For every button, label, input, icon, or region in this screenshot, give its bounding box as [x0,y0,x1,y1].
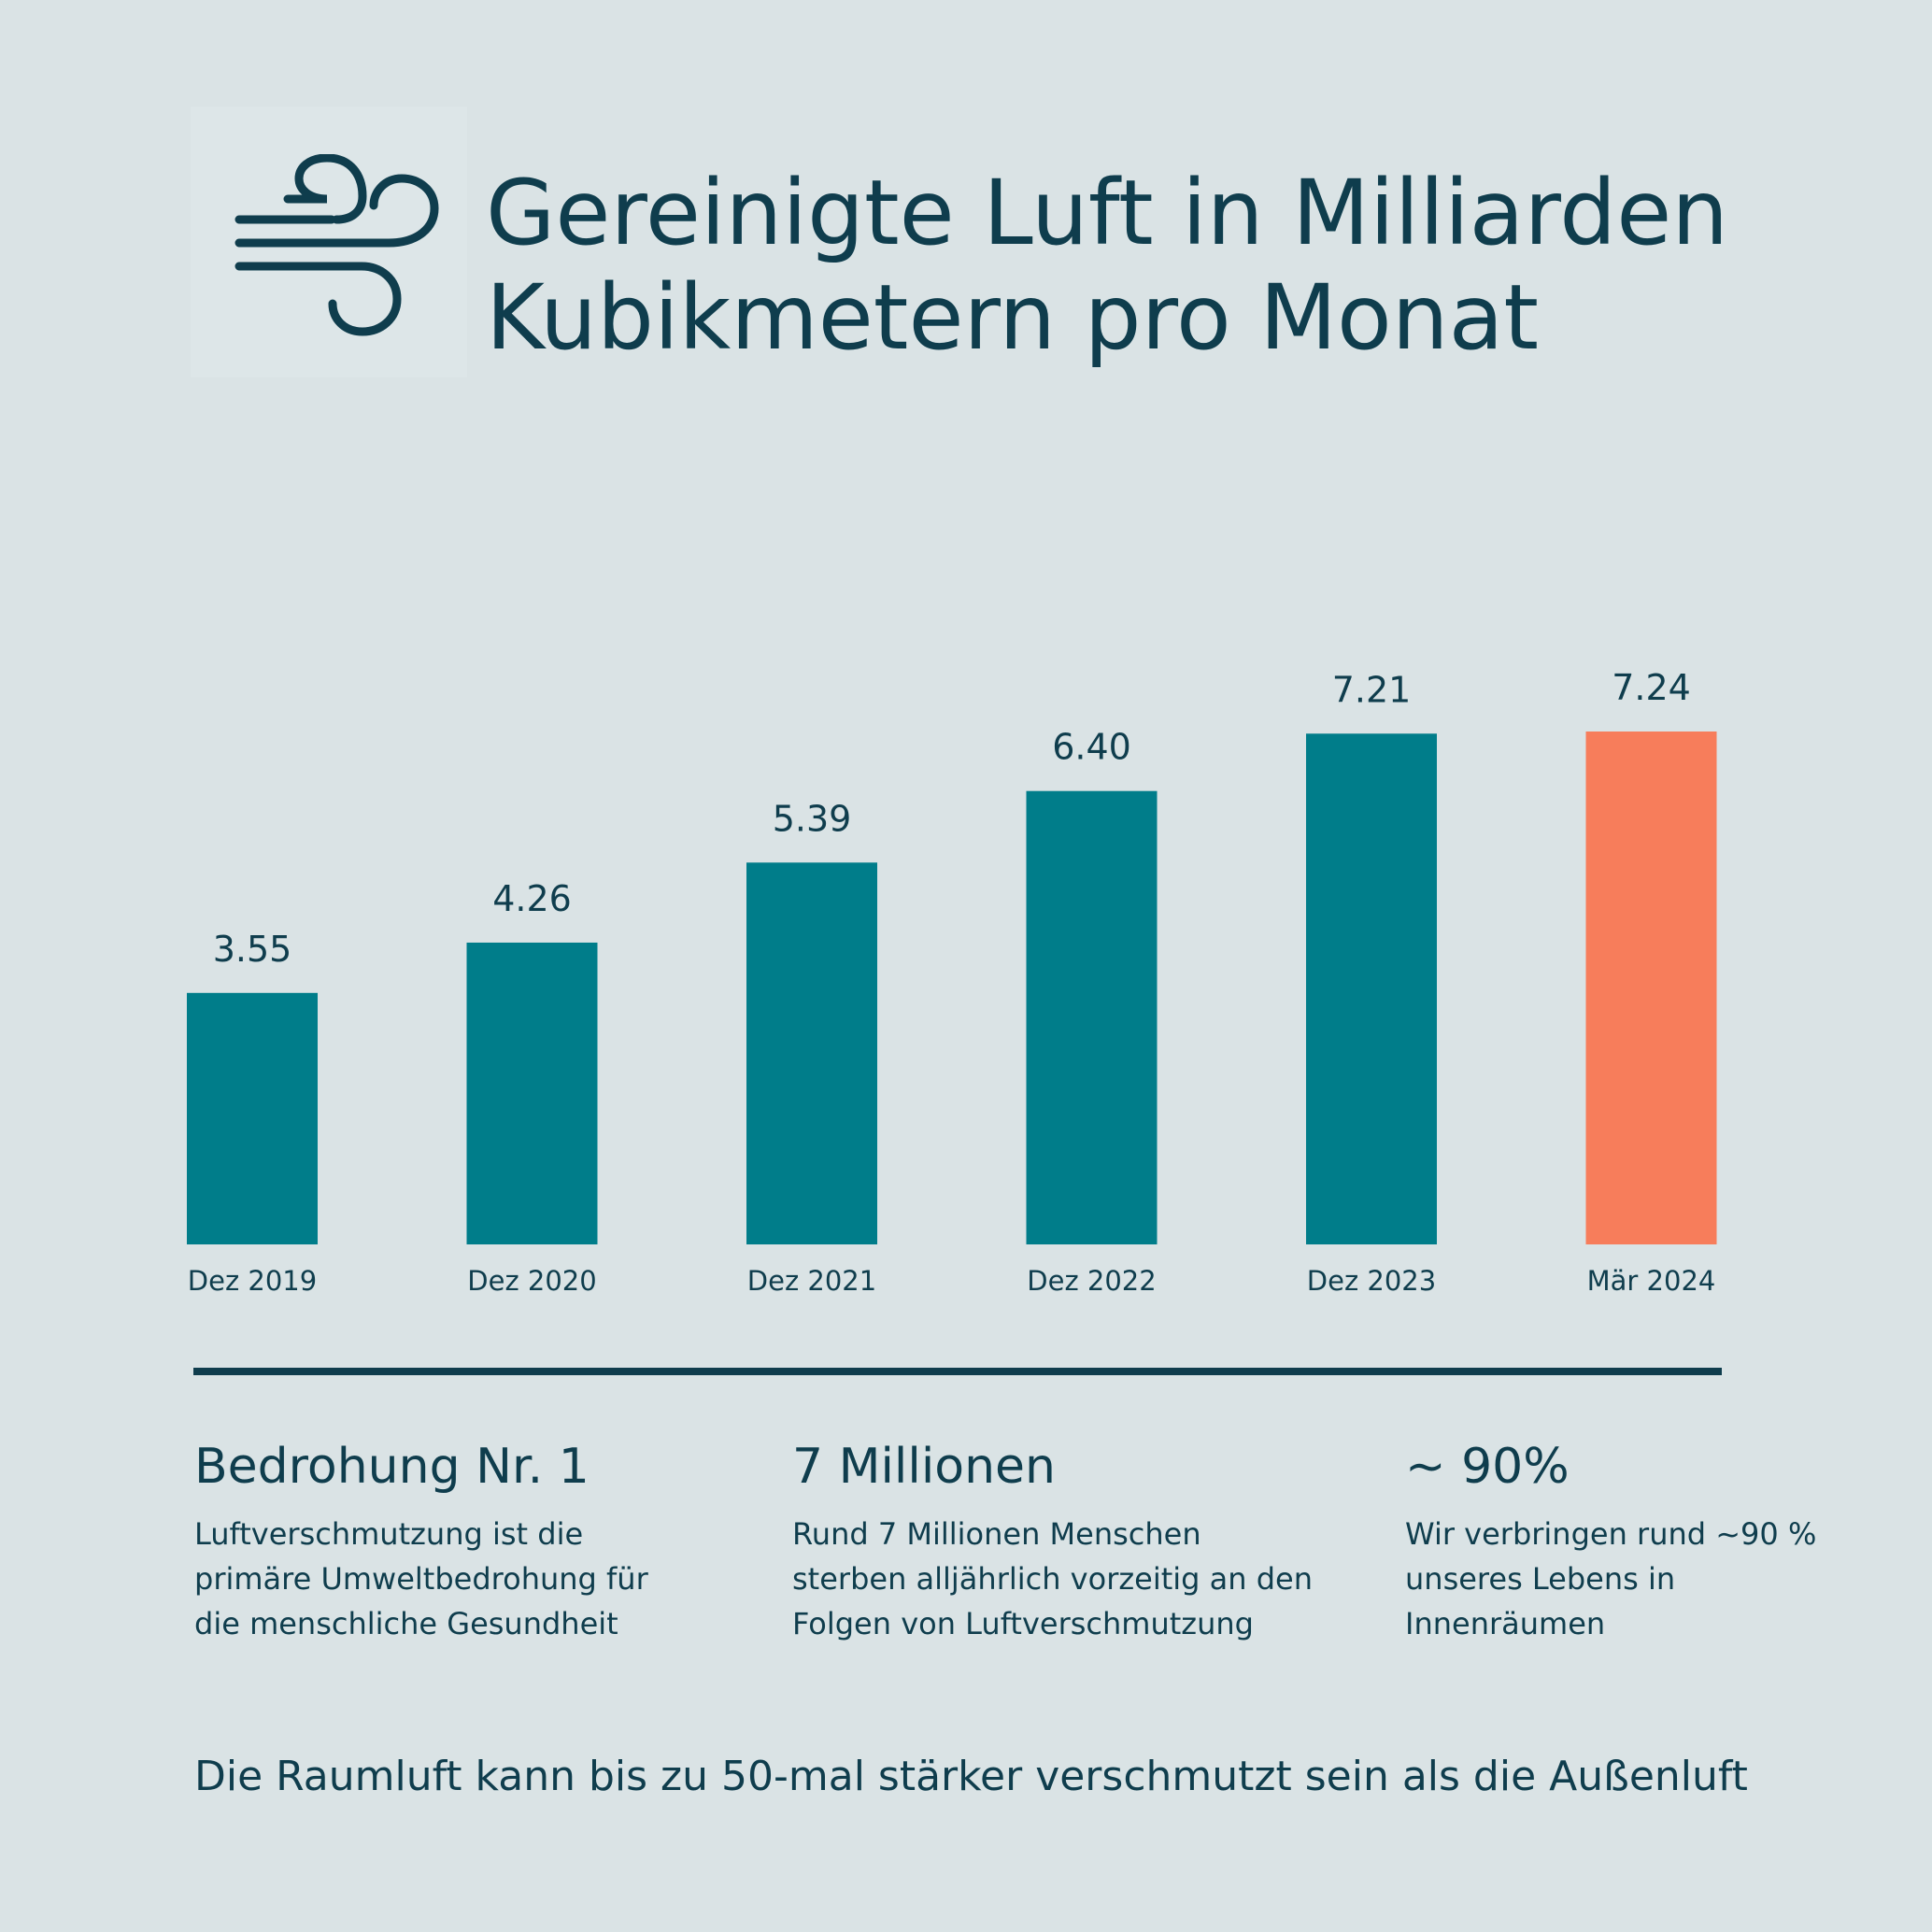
data-label: 6.40 [1052,727,1131,768]
wind-icon [234,154,439,336]
stat-headline: ~ 90% [1405,1439,1570,1495]
stat-headline: 7 Millionen [792,1439,1056,1495]
footer-note: Die Raumluft kann bis zu 50-mal stärker … [194,1753,1748,1800]
bar-dez-2022 [1026,790,1158,1244]
data-label: 7.21 [1332,669,1412,710]
bar-mär-2024 [1585,732,1717,1244]
data-label: 3.55 [213,929,292,970]
stat-headline: Bedrohung Nr. 1 [194,1439,590,1495]
category-label: Mär 2024 [1587,1265,1716,1297]
stat-indoor-time: ~ 90% Wir verbringen rund ~90 % unseres … [1405,1439,1910,1646]
stat-description: Rund 7 Millionen Menschen sterben alljäh… [792,1516,1313,1641]
chart-title-line-1: Gereinigte Luft in Milliarden [486,161,1729,265]
data-label: 5.39 [773,798,852,839]
stat-deaths: 7 Millionen Rund 7 Millionen Menschen st… [792,1439,1353,1646]
category-label: Dez 2021 [747,1265,876,1297]
stat-description: Luftverschmutzung ist die primäre Umwelt… [194,1516,648,1641]
chart-title-line-2: Kubikmetern pro Monat [486,265,1540,370]
bar-dez-2021 [746,862,877,1244]
data-label: 4.26 [492,878,572,919]
category-label: Dez 2022 [1027,1265,1156,1297]
stat-description: Wir verbringen rund ~90 % unseres Lebens… [1405,1516,1817,1641]
bar-dez-2020 [466,942,598,1244]
data-label: 7.24 [1612,667,1691,708]
category-label: Dez 2023 [1307,1265,1436,1297]
bar-dez-2019 [187,992,318,1244]
category-label: Dez 2019 [188,1265,317,1297]
stat-threat: Bedrohung Nr. 1 Luftverschmutzung ist di… [194,1439,755,1646]
category-label: Dez 2020 [467,1265,596,1297]
divider [193,1368,1722,1375]
bar-dez-2023 [1306,733,1437,1244]
